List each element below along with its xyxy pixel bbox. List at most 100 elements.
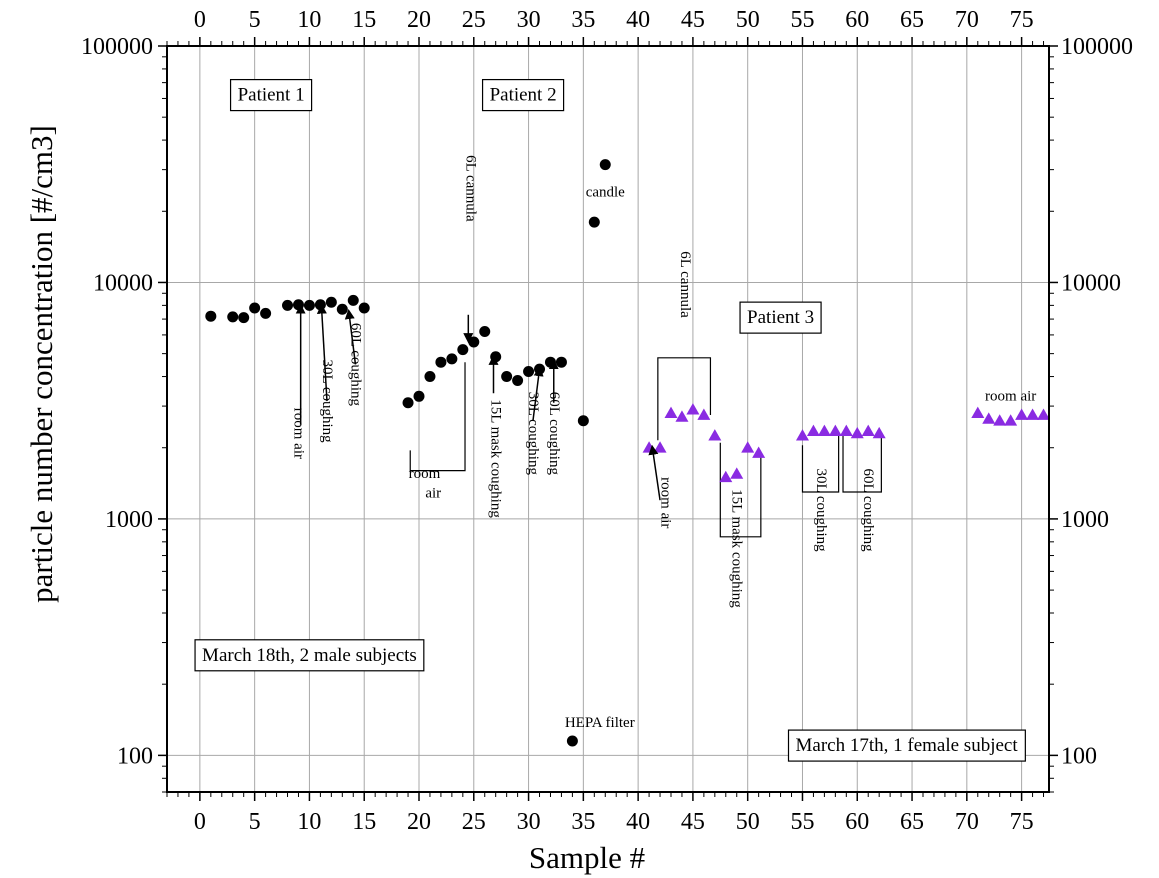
y-tick-label-right: 100 [1061,743,1097,769]
data-point-triangle [872,426,886,439]
data-point-triangle [697,408,711,420]
x-tick-label: 65 [900,809,924,835]
annotation-text: 30L coughing [813,468,829,552]
annotation-text: 30L coughing [319,359,335,443]
x-tick-label: 30 [517,809,541,835]
annotation-text: room air [290,408,306,459]
x-tick-label: 0 [194,809,206,835]
x-axis-label: Sample # [529,840,645,875]
y-tick-label-right: 1000 [1061,507,1109,533]
data-point-circle [501,371,513,383]
annotation-text: 15L mask coughing [488,399,504,518]
y-tick-label: 10000 [93,270,153,296]
data-point-triangle [828,424,842,437]
data-point-circle [588,216,600,228]
x-tick-label: 10 [297,809,321,835]
boxed-label: Patient 2 [481,78,565,112]
y-tick-label: 100 [117,743,153,769]
data-point-triangle [993,414,1007,426]
data-point-triangle [730,467,744,479]
data-point-circle [413,390,425,402]
x-tick-label: 40 [626,809,650,835]
annotation-text: 60L coughing [347,323,363,407]
annotation-arrow [532,366,544,421]
y-tick-label: 100000 [81,34,153,60]
x-tick-label-top: 5 [249,7,261,33]
data-point-triangle [850,426,864,439]
x-tick-label-top: 10 [297,7,321,33]
annotation-text: 6L cannula [677,251,693,318]
boxed-label: March 17th, 1 female subject [787,729,1026,762]
data-point-circle [577,415,589,427]
data-point-circle [238,312,250,324]
x-tick-label-top: 50 [736,7,760,33]
data-point-triangle [708,429,722,441]
y-tick-label-right: 100000 [1061,34,1133,60]
data-point-triangle [1004,414,1018,426]
data-point-circle [336,303,348,315]
bracket-annotations [409,357,882,538]
data-point-circle [424,371,436,383]
annotation-text: 60L coughing [546,392,562,476]
y-tick-label: 1000 [105,507,153,533]
data-point-circle [205,310,217,322]
data-point-triangle [1015,408,1029,420]
data-point-triangle [664,406,678,419]
label-box-text: March 18th, 2 male subjects [202,645,417,666]
annotation-text: room air [658,477,674,528]
data-point-circle [479,326,491,338]
x-tick-label-top: 75 [1010,7,1034,33]
bracket-line [409,362,466,472]
annotation-arrow [648,444,661,501]
x-tick-label: 50 [736,809,760,835]
x-tick-label: 55 [790,809,814,835]
x-tick-label: 5 [249,809,261,835]
data-point-circle [555,356,567,368]
annotation-arrow [316,303,328,402]
x-tick-label-top: 70 [955,7,979,33]
x-tick-label-top: 45 [681,7,705,33]
x-tick-label-top: 0 [194,7,206,33]
label-box-text: Patient 1 [238,85,305,106]
data-point-triangle [971,406,985,419]
x-tick-label: 15 [352,809,376,835]
annotation-text: 6L cannula [462,155,478,222]
data-point-circle [260,307,272,319]
data-point-circle [325,296,337,308]
data-point-circle [599,159,611,171]
bracket-line [657,357,712,441]
label-box [229,78,313,112]
x-tick-label-top: 20 [407,7,431,33]
y-axis-label: particle number concentration [#/cm3] [24,125,59,603]
data-point-triangle [982,412,996,424]
data-point-circle [227,311,239,323]
data-point-triangle [1037,408,1051,420]
data-point-circle [523,366,535,378]
label-box [787,729,1026,762]
label-box [739,301,822,334]
plot-frame [166,45,1050,793]
data-point-circle [282,299,294,311]
x-tick-label: 70 [955,809,979,835]
x-tick-label-top: 60 [845,7,869,33]
data-point-circle [446,353,458,365]
boxed-label: Patient 3 [739,301,822,334]
data-point-triangle [675,410,689,422]
data-point-triangle [806,424,820,437]
boxed-label: Patient 1 [229,78,313,112]
data-point-triangle [719,470,733,483]
x-tick-label-top: 30 [517,7,541,33]
label-box-text: March 17th, 1 female subject [796,735,1019,756]
x-tick-label: 75 [1010,809,1034,835]
data-point-circle [512,374,524,386]
bracket-line [801,433,840,493]
data-point-circle [402,397,414,409]
x-tick-label-top: 40 [626,7,650,33]
x-tick-label: 20 [407,809,431,835]
x-tick-label-top: 15 [352,7,376,33]
x-tick-label: 25 [462,809,486,835]
data-point-circle [358,302,370,314]
x-tick-label: 45 [681,809,705,835]
data-point-circle [457,344,469,356]
annotation-text: 30L coughing [525,392,541,476]
